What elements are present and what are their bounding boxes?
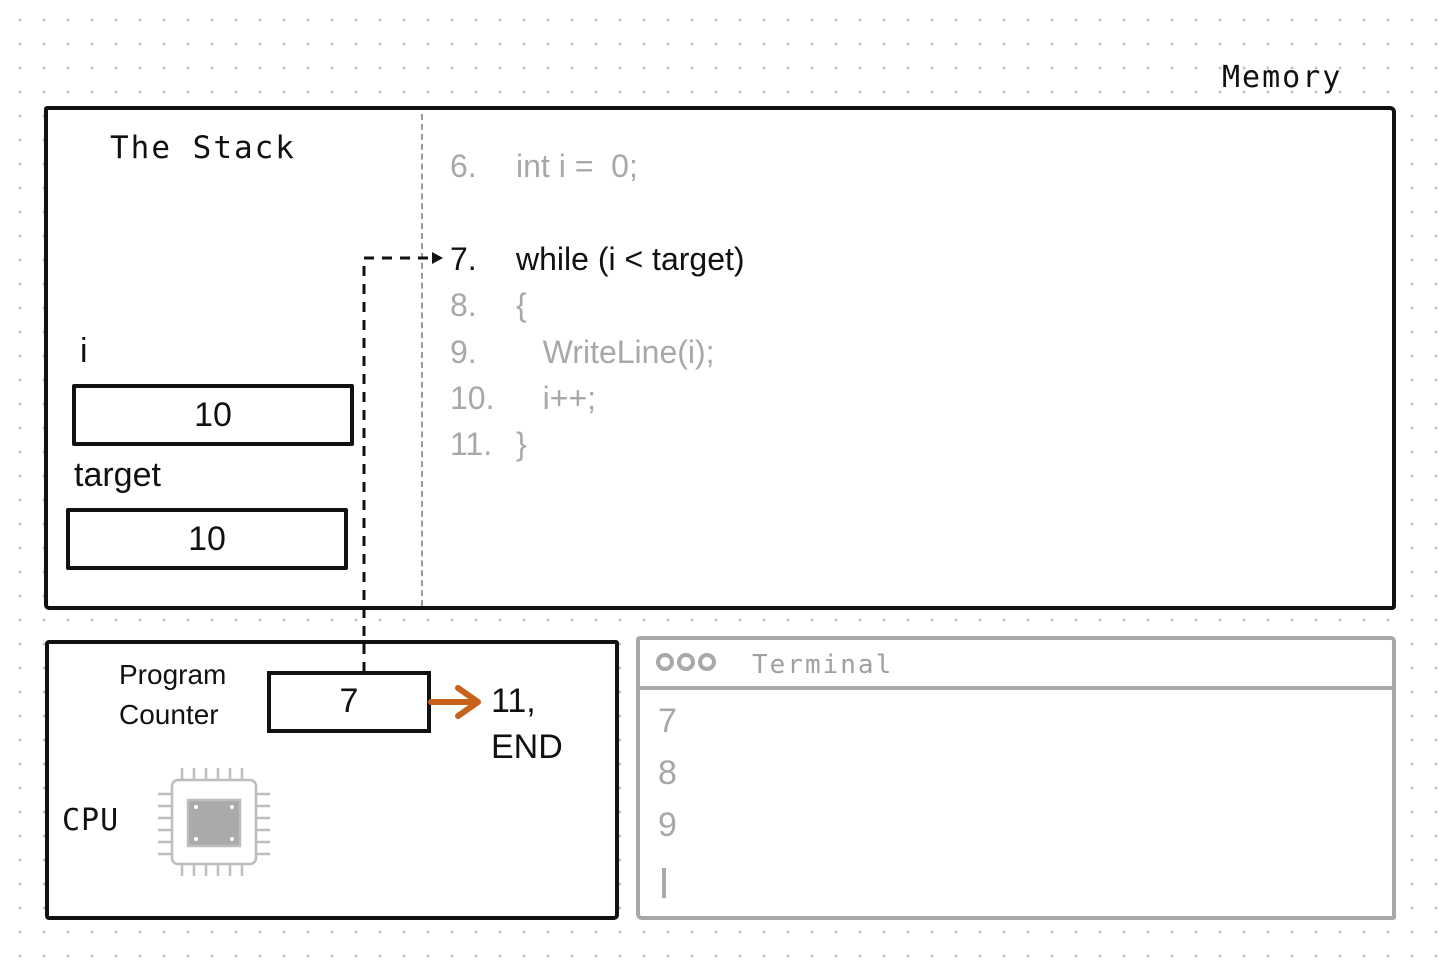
code-line-8: 8. { xyxy=(450,287,527,435)
program-counter-label: Program Counter xyxy=(119,655,226,735)
code-line-text: int i = 0; xyxy=(516,148,638,184)
terminal-window: Terminal 7 8 9 xyxy=(636,636,1396,920)
code-line-text: { xyxy=(516,287,527,323)
stack-title: The Stack xyxy=(110,130,296,166)
cpu-label: CPU xyxy=(62,803,120,838)
code-line-number: 10. xyxy=(450,380,495,416)
terminal-cursor xyxy=(662,868,666,898)
code-line-text: } xyxy=(516,426,527,462)
window-control-circle-icon xyxy=(677,653,695,671)
code-line-11: 11. } xyxy=(450,426,527,574)
window-control-circle-icon xyxy=(656,653,674,671)
code-line-number: 7. xyxy=(450,241,477,277)
terminal-title-bar: Terminal xyxy=(640,640,1392,690)
next-instructions: 11, END xyxy=(491,678,563,770)
code-line-7: 7. while (i < target) xyxy=(450,241,745,389)
variable-box-target: 10 xyxy=(66,508,348,570)
terminal-output-line: 9 xyxy=(658,806,677,844)
variable-box-i: 10 xyxy=(72,384,354,446)
code-line-text: WriteLine(i); xyxy=(516,334,715,370)
code-line-number: 9. xyxy=(450,334,477,370)
code-line-text: while (i < target) xyxy=(516,241,745,277)
terminal-title: Terminal xyxy=(752,650,894,680)
code-line-6: 6. int i = 0; xyxy=(450,148,638,296)
program-counter-value: 7 xyxy=(267,671,431,733)
stack-code-divider xyxy=(421,114,423,606)
program-counter-label-line1: Program xyxy=(119,659,227,690)
code-line-number: 6. xyxy=(450,148,477,184)
variable-label-i: i xyxy=(80,332,88,370)
terminal-output-line: 8 xyxy=(658,754,677,792)
code-line-9: 9. WriteLine(i); xyxy=(450,334,715,482)
code-line-number: 11. xyxy=(450,426,493,462)
memory-title: Memory xyxy=(1222,60,1343,95)
code-line-number: 8. xyxy=(450,287,477,323)
next-instruction-line1: 11, xyxy=(491,682,536,720)
program-counter-label-line2: Counter xyxy=(119,699,219,730)
window-control-circle-icon xyxy=(698,653,716,671)
variable-label-target: target xyxy=(74,456,161,494)
window-controls xyxy=(656,653,716,671)
next-instruction-line2: END xyxy=(491,728,563,766)
memory-panel: The Stack i 10 target 10 6. int i = 0; 7… xyxy=(44,106,1396,610)
terminal-output-line: 7 xyxy=(658,702,677,740)
code-line-10: 10. i++; xyxy=(450,380,596,528)
code-line-text: i++; xyxy=(516,380,597,416)
